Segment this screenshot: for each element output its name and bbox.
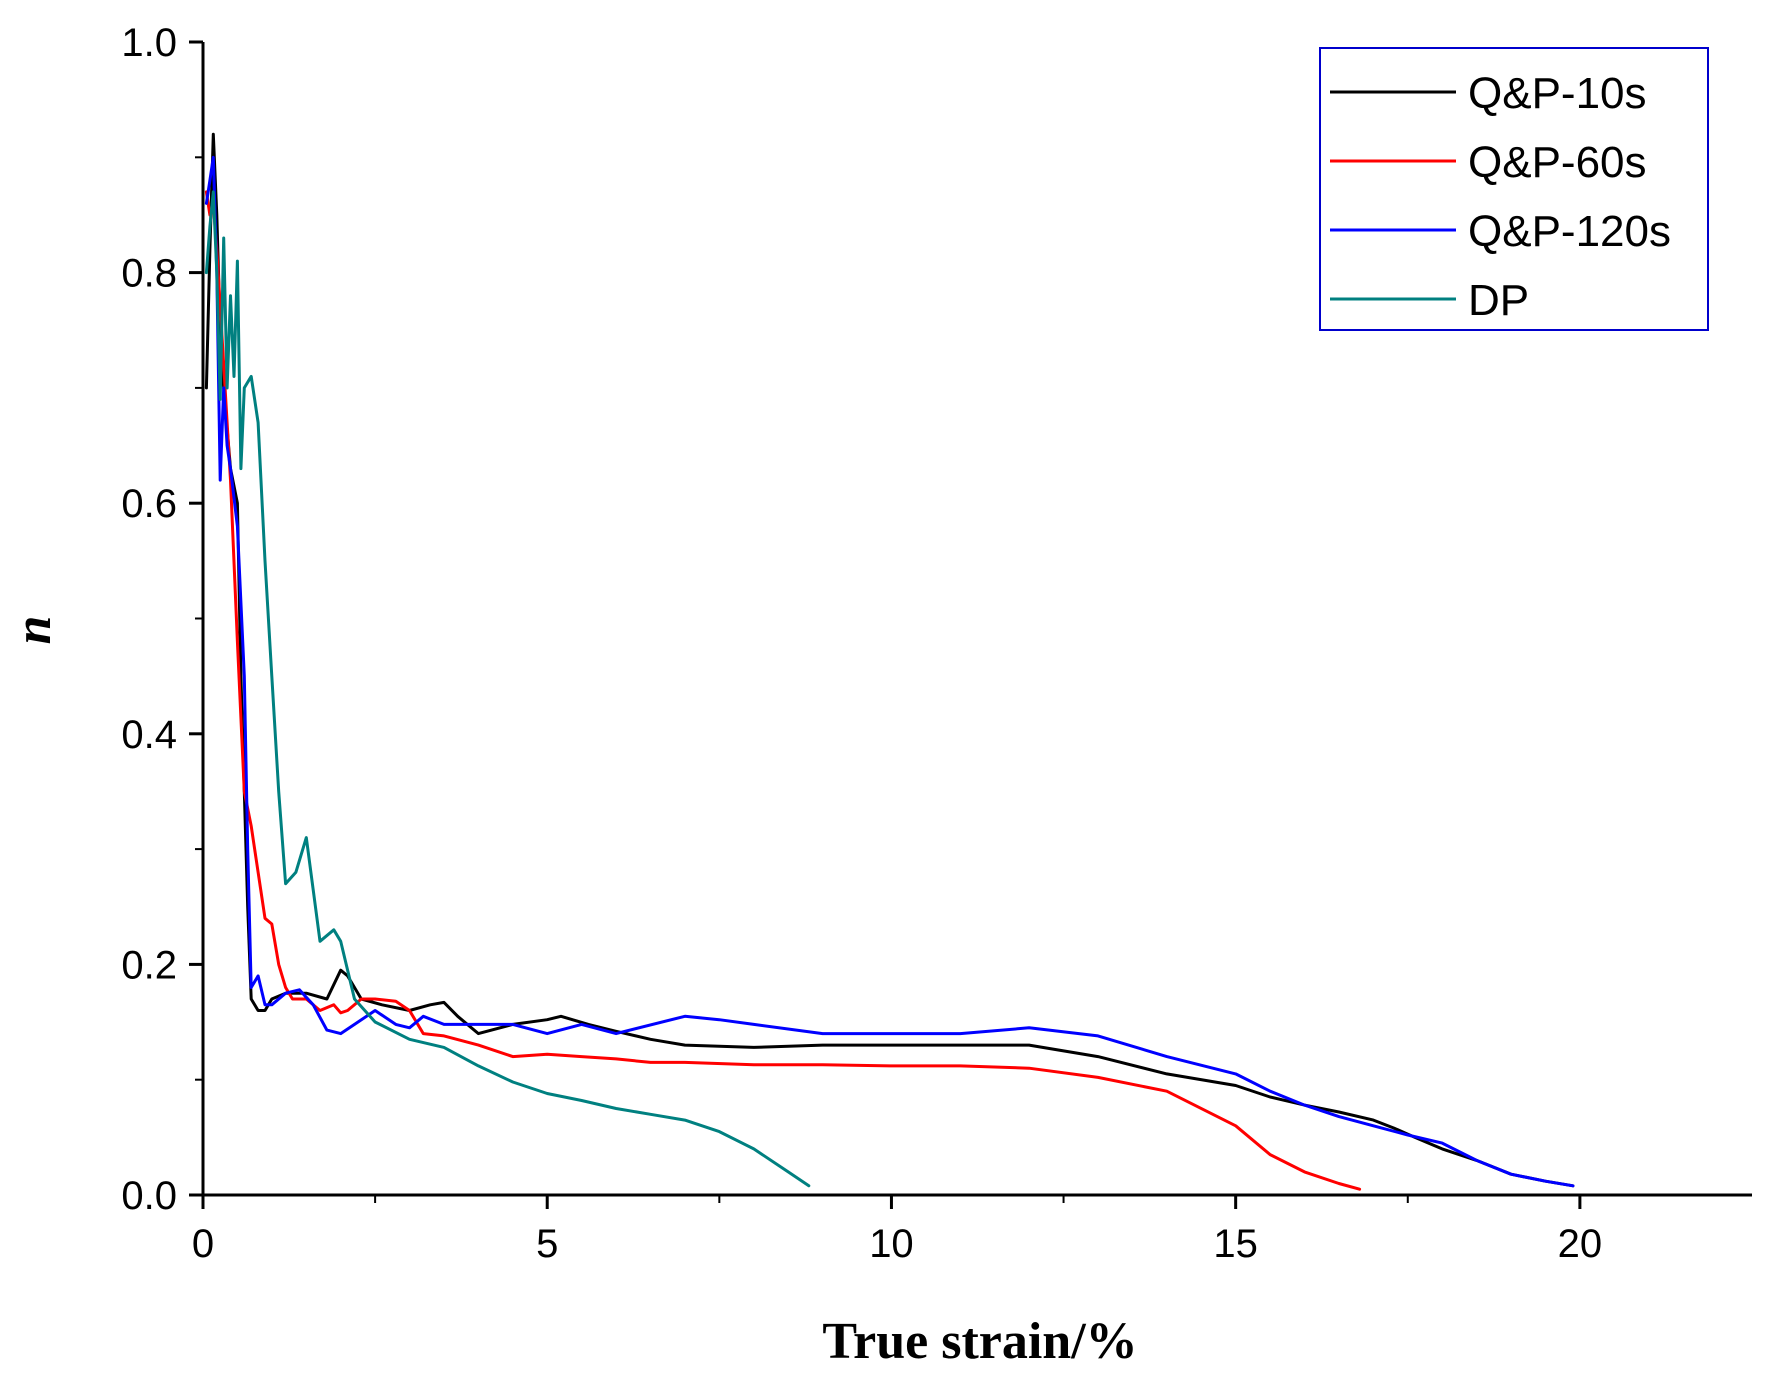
legend-label: Q&P-60s <box>1468 138 1647 187</box>
x-tick-label: 10 <box>869 1222 914 1266</box>
legend-label: Q&P-10s <box>1468 69 1647 118</box>
x-axis-title: True strain/% <box>822 1313 1137 1370</box>
legend-box <box>1319 47 1709 331</box>
legend-items: Q&P-10s Q&P-60s Q&P-120s DP <box>1330 69 1671 325</box>
y-ticks: 0.0 0.2 0.4 0.6 0.8 1.0 <box>121 21 203 1218</box>
plot-series <box>204 132 1575 1191</box>
y-tick-label: 0.6 <box>121 482 177 526</box>
y-tick-label: 0.4 <box>121 713 177 757</box>
y-tick-label: 0.8 <box>121 252 177 296</box>
y-tick-label: 1.0 <box>121 21 177 65</box>
y-tick-label: 0.0 <box>121 1174 177 1218</box>
x-ticks: 0 5 10 15 20 <box>192 1195 1602 1266</box>
series-line-4 <box>204 190 811 1188</box>
series-line-3 <box>204 155 1575 1188</box>
legend-label: DP <box>1468 276 1529 325</box>
x-tick-label: 0 <box>192 1222 214 1266</box>
x-tick-label: 5 <box>536 1222 558 1266</box>
x-tick-label: 20 <box>1558 1222 1603 1266</box>
legend-label: Q&P-120s <box>1468 207 1671 256</box>
x-tick-label: 15 <box>1213 1222 1258 1266</box>
legend: Q&P-10s Q&P-60s Q&P-120s DP <box>1319 47 1709 331</box>
y-axis-title: n <box>5 616 62 645</box>
y-tick-label: 0.2 <box>121 943 177 987</box>
